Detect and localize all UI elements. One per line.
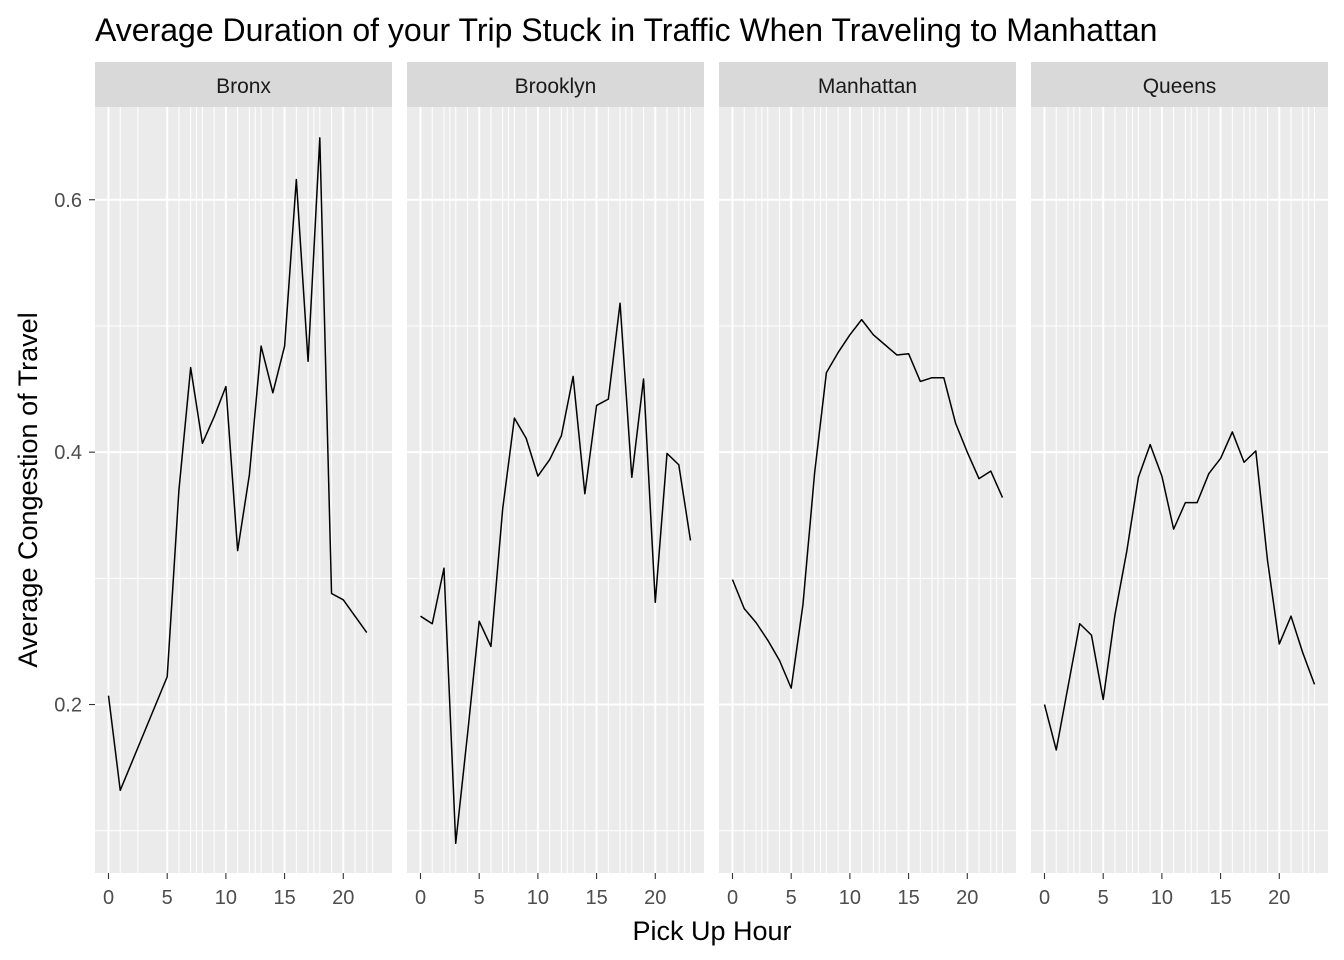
x-tick-label: 0 xyxy=(415,887,426,909)
x-tick-label: 5 xyxy=(1098,887,1109,909)
facet-panel-brooklyn: Brooklyn 0 5 10 15 20 xyxy=(407,62,704,909)
x-tick-label: 15 xyxy=(273,887,295,909)
facet-strip xyxy=(719,62,1016,107)
facet-strip xyxy=(95,62,392,107)
y-tick-label: 0.2 xyxy=(54,695,82,717)
facet-panel-bronx: Bronx 0 5 10 15 20 xyxy=(95,62,392,909)
x-tick-label: 0 xyxy=(1039,887,1050,909)
y-axis: 0.2 0.4 0.6 xyxy=(54,190,95,717)
x-tick-label: 20 xyxy=(956,887,978,909)
x-tick-label: 15 xyxy=(1209,887,1231,909)
x-tick-label: 20 xyxy=(332,887,354,909)
facet-panel-manhattan: Manhattan 0 5 10 15 20 xyxy=(719,62,1016,909)
x-tick-label: 0 xyxy=(103,887,114,909)
x-tick-label: 5 xyxy=(162,887,173,909)
panel-background xyxy=(1031,107,1328,873)
x-tick-label: 0 xyxy=(727,887,738,909)
facet-strip-label: Manhattan xyxy=(818,75,917,98)
facet-strip xyxy=(407,62,704,107)
x-tick-label: 15 xyxy=(897,887,919,909)
x-tick-label: 5 xyxy=(474,887,485,909)
facet-strip-label: Bronx xyxy=(216,75,271,98)
x-tick-label: 10 xyxy=(839,887,861,909)
facet-strip-label: Brooklyn xyxy=(515,75,597,98)
x-tick-label: 15 xyxy=(585,887,607,909)
facet-panel-queens: Queens 0 5 10 15 20 xyxy=(1031,62,1328,909)
series-line xyxy=(107,137,368,792)
series-line xyxy=(1043,431,1316,751)
x-axis-title: Pick Up Hour xyxy=(632,916,791,946)
facet-strip xyxy=(1031,62,1328,107)
panel-background xyxy=(95,107,392,873)
x-tick-label: 20 xyxy=(1268,887,1290,909)
y-axis-title: Average Congestion of Travel xyxy=(13,312,43,667)
chart-title: Average Duration of your Trip Stuck in T… xyxy=(95,12,1157,48)
y-tick-label: 0.6 xyxy=(54,190,82,212)
x-tick-label: 20 xyxy=(644,887,666,909)
facet-strip-label: Queens xyxy=(1143,75,1217,98)
x-tick-label: 10 xyxy=(1151,887,1173,909)
x-tick-label: 10 xyxy=(527,887,549,909)
y-tick-label: 0.4 xyxy=(54,442,82,464)
x-tick-label: 5 xyxy=(786,887,797,909)
series-line xyxy=(420,302,692,845)
series-line xyxy=(731,318,1004,689)
x-tick-label: 10 xyxy=(215,887,237,909)
panel-background xyxy=(719,107,1016,873)
